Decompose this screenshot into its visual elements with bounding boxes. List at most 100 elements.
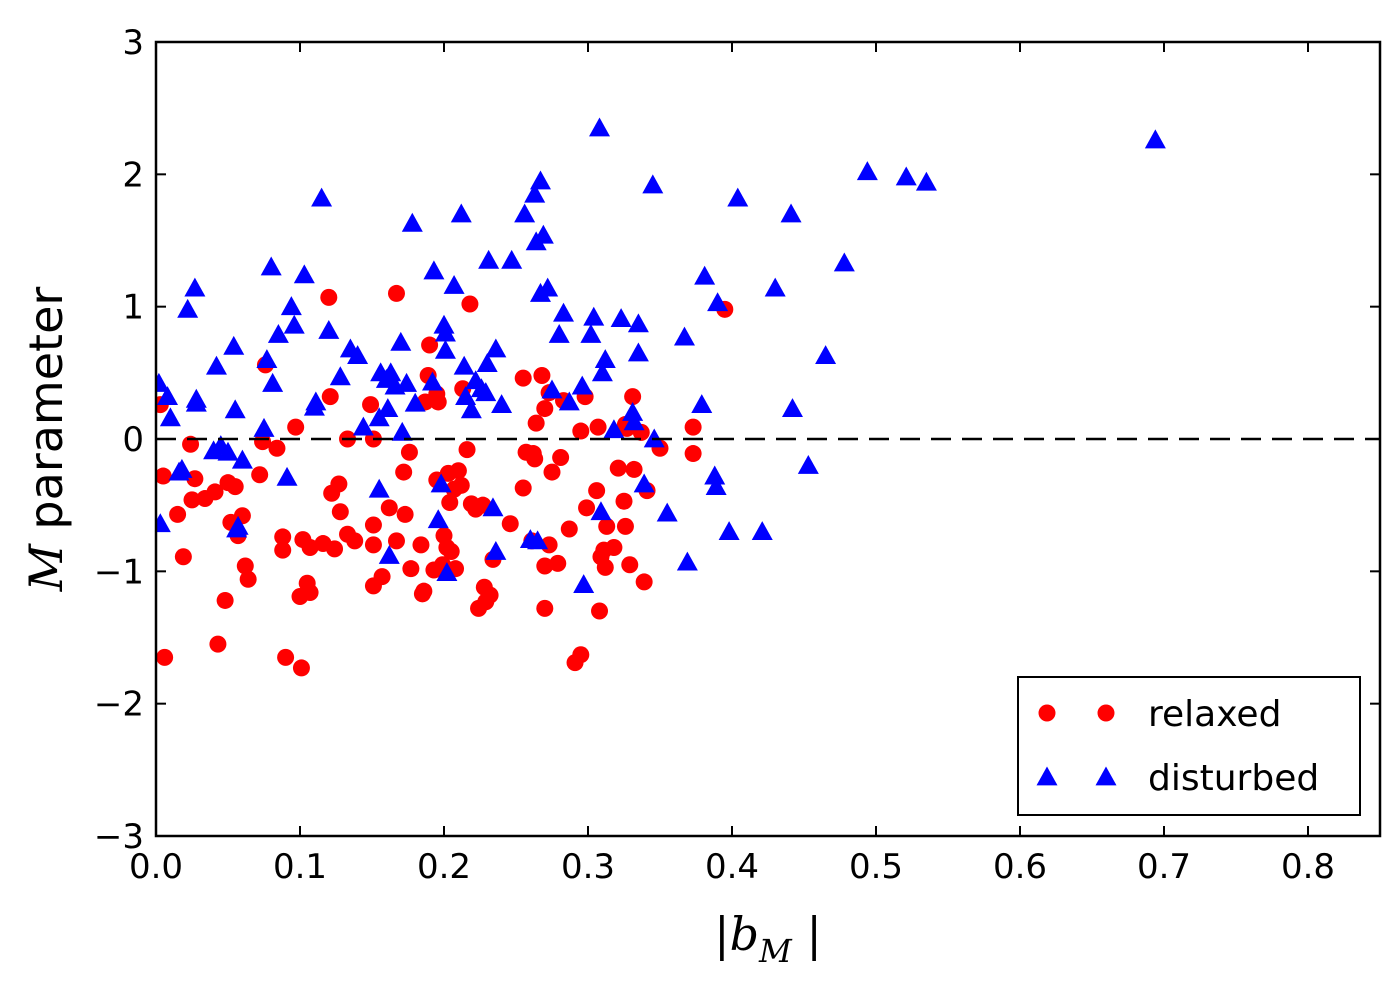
disturbed-point <box>283 314 305 334</box>
disturbed-point <box>401 212 423 232</box>
relaxed-point <box>330 475 348 493</box>
y-axis-label-text: parameter <box>19 287 73 545</box>
disturbed-point <box>895 166 917 186</box>
disturbed-point <box>627 342 649 362</box>
relaxed-point <box>536 599 554 617</box>
disturbed-point <box>380 362 402 382</box>
relaxed-point <box>536 557 554 575</box>
relaxed-point <box>624 388 642 406</box>
disturbed-point <box>260 256 282 276</box>
relaxed-point <box>274 541 292 559</box>
disturbed-point <box>223 335 245 355</box>
disturbed-point <box>427 509 449 529</box>
disturbed-point <box>377 398 399 417</box>
disturbed-point <box>159 407 181 427</box>
relaxed-point <box>362 396 380 414</box>
disturbed-point <box>514 203 536 223</box>
x-tick-label: 0.7 <box>1137 847 1191 887</box>
disturbed-point <box>171 458 193 478</box>
relaxed-point <box>174 548 192 566</box>
disturbed-point <box>553 302 575 322</box>
x-axis-label: |bM | <box>714 907 822 970</box>
disturbed-point <box>318 319 340 339</box>
data-marks <box>156 117 1166 677</box>
x-tick-label: 0.5 <box>849 847 903 887</box>
disturbed-point <box>580 323 602 343</box>
legend-marker <box>1036 766 1058 786</box>
disturbed-point <box>391 421 413 441</box>
relaxed-point <box>364 536 382 554</box>
legend-marker <box>1038 704 1056 722</box>
relaxed-point <box>183 491 201 509</box>
disturbed-point <box>781 398 803 417</box>
relaxed-point <box>239 570 257 588</box>
relaxed-point <box>292 659 310 677</box>
relaxed-point <box>684 445 702 463</box>
relaxed-point <box>572 646 590 664</box>
legend: relaxed disturbed <box>1017 676 1361 816</box>
disturbed-point <box>430 473 452 493</box>
disturbed-point <box>571 375 593 395</box>
disturbed-point <box>558 391 580 411</box>
disturbed-point <box>583 306 605 326</box>
relaxed-point <box>274 528 292 546</box>
relaxed-point <box>549 554 567 572</box>
relaxed-point <box>591 602 609 620</box>
x-tick-label: 0.1 <box>273 847 327 887</box>
disturbed-point <box>434 339 456 359</box>
relaxed-point <box>501 515 519 533</box>
disturbed-point <box>329 366 351 386</box>
disturbed-point <box>627 313 649 333</box>
disturbed-point <box>293 264 315 284</box>
disturbed-point <box>368 478 390 498</box>
disturbed-point <box>156 372 170 392</box>
disturbed-point <box>694 265 716 285</box>
disturbed-point <box>524 183 546 203</box>
disturbed-point <box>656 502 678 522</box>
y-tick-label: −1 <box>94 552 144 592</box>
disturbed-point <box>603 419 625 439</box>
disturbed-point <box>262 372 284 392</box>
y-tick-label: −2 <box>94 685 144 725</box>
relaxed-point <box>395 463 413 481</box>
relaxed-point <box>605 539 623 557</box>
relaxed-point <box>226 478 244 496</box>
y-tick-label: 1 <box>122 288 144 328</box>
disturbed-point <box>594 349 616 368</box>
relaxed-point <box>598 517 616 535</box>
disturbed-point <box>642 174 664 194</box>
x-tick-label: 0.3 <box>561 847 615 887</box>
disturbed-point <box>633 473 655 493</box>
disturbed-point <box>610 308 632 327</box>
series-relaxed <box>156 284 734 677</box>
y-tick-label: −3 <box>94 817 144 857</box>
disturbed-point <box>691 394 713 413</box>
y-axis-label: M parameter <box>19 287 73 593</box>
disturbed-point <box>352 416 374 436</box>
legend-box <box>1017 676 1361 816</box>
disturbed-point <box>378 544 400 564</box>
relaxed-point <box>287 418 305 436</box>
disturbed-point <box>434 322 456 342</box>
disturbed-point <box>482 497 504 517</box>
relaxed-point <box>254 433 272 451</box>
disturbed-point <box>253 417 275 437</box>
relaxed-point <box>186 470 204 488</box>
disturbed-point <box>185 392 207 412</box>
disturbed-point <box>436 562 458 582</box>
disturbed-point <box>267 323 289 343</box>
disturbed-point <box>311 187 333 207</box>
relaxed-point <box>560 520 578 538</box>
relaxed-point <box>572 422 590 440</box>
relaxed-point <box>346 532 364 550</box>
relaxed-point <box>396 505 414 523</box>
disturbed-point <box>623 411 645 431</box>
disturbed-point <box>856 161 878 181</box>
disturbed-point <box>305 391 327 411</box>
relaxed-point <box>543 463 561 481</box>
relaxed-point <box>380 499 398 517</box>
y-tick-label: 0 <box>122 420 144 460</box>
disturbed-point <box>501 249 523 269</box>
legend-item-disturbed: disturbed <box>1036 758 1319 799</box>
